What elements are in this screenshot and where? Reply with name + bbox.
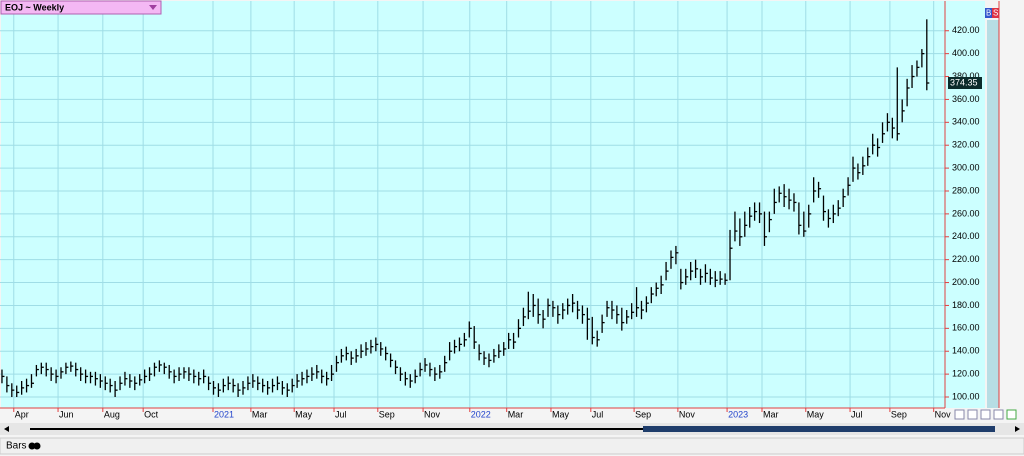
title-box[interactable] — [0, 0, 162, 15]
x-tick-label: Sep — [891, 409, 907, 419]
footer-bar — [0, 437, 1024, 455]
toolbar-icons — [954, 409, 1017, 420]
buy-button[interactable] — [985, 8, 992, 18]
last-price-box — [948, 77, 982, 90]
plot-bg — [1, 1, 945, 408]
x-tick-label: Sep — [379, 409, 395, 419]
x-tick-label: Aug — [104, 409, 120, 419]
y-tick-label: 340.00 — [952, 117, 980, 127]
x-tick-label: 2023 — [728, 409, 748, 419]
x-tick-label: Nov — [424, 409, 441, 419]
grid — [0, 1, 945, 408]
y-tick-label: 140.00 — [952, 346, 980, 356]
last-price-label: 374.35 — [950, 77, 978, 87]
x-tick-label: May — [807, 409, 825, 419]
y-tick-label: 300.00 — [952, 162, 980, 172]
tool-icon[interactable] — [967, 409, 978, 420]
tool-icon[interactable] — [954, 409, 965, 420]
y-tick-label: 280.00 — [952, 185, 980, 195]
scroll-right[interactable] — [1015, 426, 1020, 432]
x-tick-label: Apr — [15, 409, 29, 419]
chart-title: EOJ ~ Weekly — [5, 2, 64, 12]
footer-label: Bars — [6, 441, 27, 452]
y-tick-label: 120.00 — [952, 368, 980, 378]
x-tick-label: Jul — [851, 409, 863, 419]
y-tick-label: 420.00 — [952, 25, 980, 35]
axes: 100.00 120.00 140.00 160.00 180.00 200.00 220.… — [13, 25, 982, 419]
y-tick-label: 100.00 — [952, 391, 980, 401]
tool-icon[interactable] — [980, 409, 991, 420]
x-tick-label: Mar — [508, 409, 524, 419]
y-tick-label: 380.00 — [952, 71, 980, 81]
tool-icon[interactable] — [993, 409, 1004, 420]
scroll-thumb[interactable] — [643, 426, 995, 432]
x-tick-label: Mar — [763, 409, 779, 419]
y-tick-label: 320.00 — [952, 140, 980, 150]
footer-toggle[interactable] — [33, 442, 41, 450]
x-tick-label: Nov — [935, 409, 952, 419]
y-tick-label: 180.00 — [952, 300, 980, 310]
y-tick-label: 240.00 — [952, 231, 980, 241]
side-strip — [987, 20, 999, 408]
y-tick-label: 200.00 — [952, 277, 980, 287]
x-tick-label: Jun — [59, 409, 74, 419]
x-tick-label: 2022 — [471, 409, 491, 419]
bars — [1, 19, 930, 398]
x-tick-label: Nov — [679, 409, 696, 419]
x-tick-label: Mar — [252, 409, 268, 419]
x-tick-label: May — [295, 409, 313, 419]
y-tick-label: 400.00 — [952, 48, 980, 58]
x-tick-label: Sep — [635, 409, 651, 419]
y-tick-label: 360.00 — [952, 94, 980, 104]
tool-icon[interactable] — [1006, 409, 1017, 420]
x-tick-label: 2021 — [214, 409, 234, 419]
axis-bg — [945, 1, 985, 408]
scroll-left[interactable] — [4, 426, 9, 432]
x-tick-label: Jul — [335, 409, 347, 419]
y-tick-label: 220.00 — [952, 254, 980, 264]
buy-label: B — [986, 9, 991, 18]
y-tick-label: 160.00 — [952, 323, 980, 333]
sell-button[interactable] — [992, 8, 999, 18]
title-dropdown[interactable] — [149, 5, 157, 10]
x-tick-label: Oct — [144, 409, 159, 419]
sell-label: S — [993, 9, 998, 18]
x-tick-label: Jul — [592, 409, 604, 419]
x-tick-label: May — [552, 409, 570, 419]
footer-toggle[interactable] — [28, 442, 36, 450]
y-tick-label: 260.00 — [952, 208, 980, 218]
